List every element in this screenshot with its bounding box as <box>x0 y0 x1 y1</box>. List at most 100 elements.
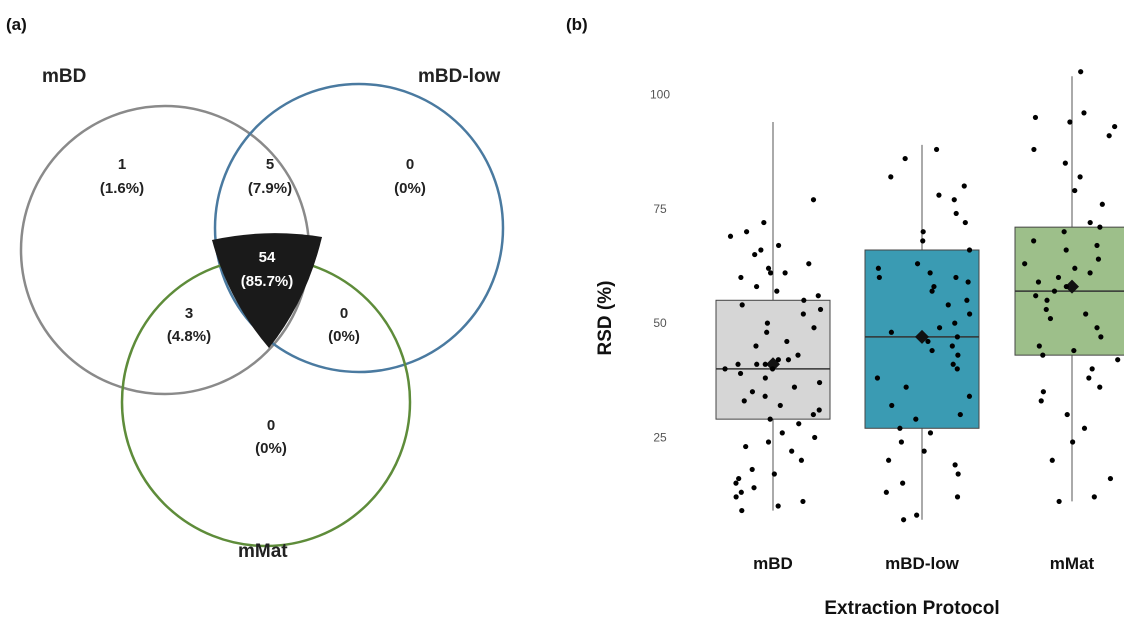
data-point-mBD-low <box>950 361 956 367</box>
data-point-mBD <box>735 361 741 367</box>
data-point-mMat <box>1115 357 1121 363</box>
data-point-mBD <box>749 389 756 395</box>
data-point-mMat <box>1099 201 1105 207</box>
data-point-mBD-low <box>929 347 935 354</box>
data-point-mBD <box>764 320 771 326</box>
data-point-mBD-low <box>931 283 937 290</box>
data-point-mBD <box>800 311 806 317</box>
mean-marker-mBD-low <box>915 329 929 344</box>
data-point-mBD <box>775 357 781 363</box>
data-point-mBD-low <box>920 229 926 235</box>
y-tick-label: 25 <box>653 430 667 444</box>
category-label-mBD: mBD <box>753 554 793 573</box>
data-point-mMat <box>1063 247 1069 253</box>
data-point-mBD <box>789 448 795 454</box>
data-point-mBD-low <box>889 402 895 409</box>
data-point-mBD <box>795 352 801 358</box>
data-point-mMat <box>1097 224 1103 230</box>
region-mbdlow-only-percent: (0%) <box>394 180 426 197</box>
data-point-mBD-low <box>913 416 919 422</box>
data-point-mBD-low <box>900 480 906 486</box>
data-point-mBD-low <box>945 302 951 308</box>
data-point-mBD-low <box>903 384 909 390</box>
data-point-mBD <box>812 434 818 441</box>
data-point-mMat <box>1064 411 1070 418</box>
region-mbdlow-mmat-percent: (0%) <box>328 328 360 345</box>
data-point-mMat <box>1055 274 1062 281</box>
data-point-mMat <box>1049 457 1055 463</box>
data-point-mBD-low <box>952 320 958 326</box>
region-mbd-only-percent: (1.6%) <box>100 180 144 197</box>
data-point-mBD <box>816 379 823 386</box>
region-mmat-only-count: 0 <box>267 417 275 434</box>
data-point-mMat <box>1112 123 1118 130</box>
y-axis-title: RSD (%) <box>595 281 616 356</box>
data-point-mBD <box>761 219 767 226</box>
data-point-mBD-low <box>936 325 943 331</box>
data-point-mBD <box>779 430 785 436</box>
data-point-mBD <box>810 197 817 203</box>
data-point-mBD <box>782 270 788 276</box>
data-point-mBD <box>722 366 728 372</box>
region-mbdlow-only-count: 0 <box>406 156 414 173</box>
data-point-mMat <box>1051 288 1058 294</box>
y-tick-labels: 25 50 75 100 <box>650 88 670 445</box>
data-point-mMat <box>1083 311 1089 317</box>
x-axis-title: Extraction Protocol <box>824 598 999 617</box>
data-point-mBD <box>736 475 742 482</box>
data-point-mMat <box>1097 384 1103 390</box>
data-point-mBD <box>785 357 792 363</box>
data-point-mMat <box>1033 293 1039 299</box>
data-point-mBD <box>765 439 772 445</box>
data-point-mBD-low <box>933 146 940 153</box>
data-point-mBD <box>775 503 781 509</box>
data-point-mMat <box>1091 494 1097 500</box>
region-all-three-count: 54 <box>259 249 276 266</box>
data-point-mBD <box>751 485 757 491</box>
data-point-mBD <box>765 265 772 271</box>
data-point-mMat <box>1040 352 1046 358</box>
panel-a-label: (a) <box>6 15 27 34</box>
data-point-mBD <box>810 411 816 418</box>
data-point-mBD <box>754 361 760 367</box>
data-point-mBD-low <box>966 393 973 399</box>
data-point-mMat <box>1062 160 1068 166</box>
data-point-mBD-low <box>920 238 926 244</box>
data-point-mBD-low <box>886 457 892 463</box>
data-point-mMat <box>1107 475 1114 482</box>
data-point-mBD-low <box>901 517 907 523</box>
category-labels: mBD mBD-low mMat <box>753 554 1094 573</box>
data-point-mMat <box>1094 242 1100 249</box>
data-point-mMat <box>1063 283 1069 290</box>
data-point-mMat <box>1077 174 1083 180</box>
data-point-mMat <box>1071 347 1077 354</box>
data-point-mBD <box>733 494 739 500</box>
data-point-mBD-low <box>875 265 881 271</box>
data-point-mBD <box>775 242 782 249</box>
region-mbd-mbdlow-percent: (7.9%) <box>248 180 292 197</box>
region-mbd-mmat-count: 3 <box>185 305 193 322</box>
data-point-mMat <box>1106 133 1112 139</box>
data-point-mMat <box>1081 110 1087 116</box>
data-point-mMat <box>1035 279 1042 285</box>
y-tick-label: 75 <box>653 202 667 216</box>
data-point-mMat <box>1089 366 1095 372</box>
data-point-mBD <box>738 489 744 495</box>
data-point-mBD-low <box>962 219 968 226</box>
data-point-mBD-low <box>925 338 931 345</box>
data-point-mBD <box>767 416 773 422</box>
data-point-mBD <box>817 306 824 313</box>
data-point-mBD <box>749 466 755 473</box>
category-label-mBD-low: mBD-low <box>885 554 959 573</box>
data-point-mBD-low <box>953 210 959 217</box>
data-point-mBD <box>767 270 774 276</box>
boxplot: 25 50 75 100 mBD mBD-low mMat RSD (%) Extract… <box>595 69 1124 617</box>
data-point-mBD-low <box>936 192 942 198</box>
data-point-mMat <box>1081 425 1088 431</box>
data-point-mBD-low <box>966 247 973 253</box>
data-point-mMat <box>1072 187 1078 194</box>
data-point-mBD <box>743 229 750 235</box>
data-point-mBD-low <box>914 261 921 267</box>
data-point-mBD-low <box>876 274 882 281</box>
